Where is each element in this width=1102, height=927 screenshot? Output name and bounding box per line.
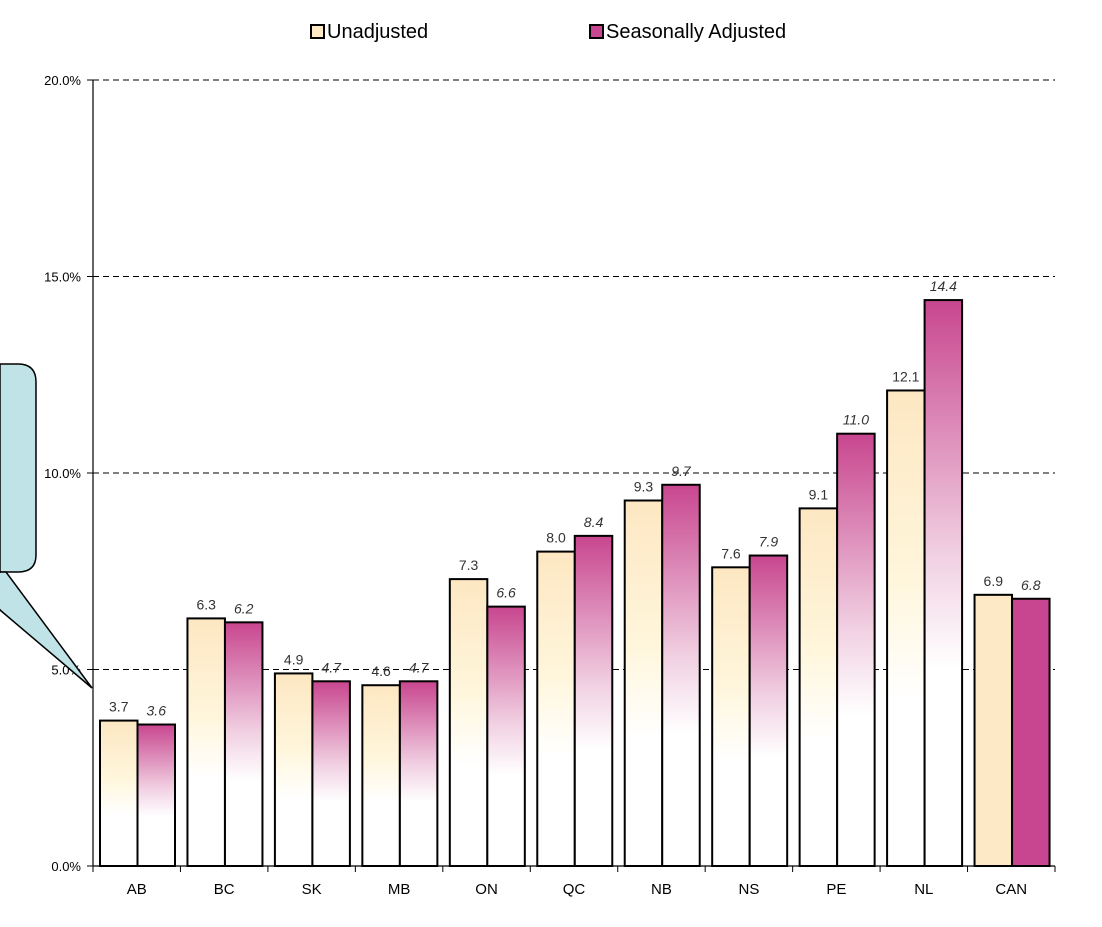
x-tick-label-sk: SK — [302, 881, 322, 898]
data-label-adjusted-on: 6.6 — [496, 585, 516, 601]
bar-unadjusted-nb — [623, 499, 664, 867]
bar-unadjusted-nl — [886, 389, 926, 867]
x-tick-label-pe: PE — [826, 881, 846, 898]
bar-adjusted-nb — [661, 483, 701, 867]
data-label-unadjusted-nb: 9.3 — [634, 479, 654, 495]
bar-unadjusted-bc — [186, 617, 226, 867]
y-tick-label: 15.0% — [44, 270, 81, 285]
bar-adjusted-on — [486, 605, 526, 867]
x-tick-label-ns: NS — [738, 881, 759, 898]
data-label-adjusted-bc: 6.2 — [234, 600, 254, 616]
data-label-adjusted-ab: 3.6 — [147, 703, 167, 719]
data-label-unadjusted-ns: 7.6 — [721, 545, 741, 561]
bars — [99, 299, 1051, 868]
x-axis: AB BC SK MB ON QC NB NS PE NL CAN — [92, 865, 1056, 898]
data-label-adjusted-sk: 4.7 — [321, 659, 342, 675]
data-label-unadjusted-can: 6.9 — [984, 573, 1004, 589]
bar-unadjusted-sk — [273, 672, 314, 867]
data-label-adjusted-nl: 14.4 — [930, 278, 957, 294]
data-labels: 3.7 3.6 6.3 6.2 4.9 4.7 4.6 4.7 7.3 6.6 8.0 8.4 9.3 9… — [109, 278, 1041, 718]
bar-unadjusted-ab — [99, 719, 139, 868]
bar-unadjusted-qc — [536, 550, 576, 867]
x-tick-label-ab: AB — [127, 881, 147, 898]
legend-label-adjusted: Seasonally Adjusted — [606, 21, 786, 43]
bar-adjusted-sk — [311, 680, 351, 867]
y-tick-label: 10.0% — [44, 466, 81, 481]
data-label-adjusted-qc: 8.4 — [584, 514, 604, 530]
data-label-unadjusted-ab: 3.7 — [109, 699, 129, 715]
data-label-adjusted-pe: 11.0 — [843, 412, 869, 428]
x-tick-label-can: CAN — [995, 881, 1027, 898]
bar-adjusted-mb — [398, 680, 439, 867]
data-label-adjusted-ns: 7.9 — [759, 534, 779, 550]
x-tick-label-bc: BC — [214, 881, 235, 898]
data-label-adjusted-nb: 9.7 — [671, 463, 692, 479]
y-tick-label: 0.0% — [51, 859, 81, 874]
data-label-unadjusted-on: 7.3 — [459, 557, 479, 573]
bar-adjusted-ab — [136, 723, 176, 868]
x-tick-label-nl: NL — [914, 881, 933, 898]
legend-label-unadjusted: Unadjusted — [327, 21, 428, 43]
bar-unadjusted-mb — [361, 684, 401, 867]
data-label-unadjusted-mb: 4.6 — [371, 663, 391, 679]
bar-unadjusted-on — [448, 578, 489, 867]
bar-unadjusted-can — [973, 593, 1014, 868]
legend: Unadjusted Seasonally Adjusted — [310, 21, 786, 43]
data-label-unadjusted-bc: 6.3 — [196, 596, 216, 612]
y-axis: 0.0%5.0%10.0%15.0%20.0% — [44, 73, 94, 874]
data-label-unadjusted-qc: 8.0 — [546, 530, 566, 546]
data-label-adjusted-can: 6.8 — [1021, 577, 1041, 593]
x-tick-label-on: ON — [475, 881, 498, 898]
bar-adjusted-pe — [836, 432, 876, 867]
x-tick-label-nb: NB — [651, 881, 672, 898]
bar-adjusted-ns — [748, 554, 789, 868]
y-tick-label: 20.0% — [44, 73, 81, 88]
bar-adjusted-nl — [923, 299, 964, 867]
bar-unadjusted-pe — [798, 507, 839, 867]
legend-swatch-unadjusted — [310, 24, 325, 39]
x-tick-label-mb: MB — [388, 881, 411, 898]
data-label-unadjusted-sk: 4.9 — [284, 651, 304, 667]
bar-adjusted-bc — [223, 621, 264, 868]
data-label-unadjusted-pe: 9.1 — [809, 486, 829, 502]
legend-swatch-adjusted — [589, 24, 604, 39]
bar-adjusted-can — [1011, 597, 1051, 867]
bar-unadjusted-ns — [711, 566, 751, 867]
data-label-adjusted-mb: 4.7 — [409, 659, 430, 675]
bar-adjusted-qc — [573, 534, 614, 867]
x-tick-label-qc: QC — [563, 881, 586, 898]
callout-bubble — [0, 363, 93, 689]
data-label-unadjusted-nl: 12.1 — [892, 368, 919, 384]
